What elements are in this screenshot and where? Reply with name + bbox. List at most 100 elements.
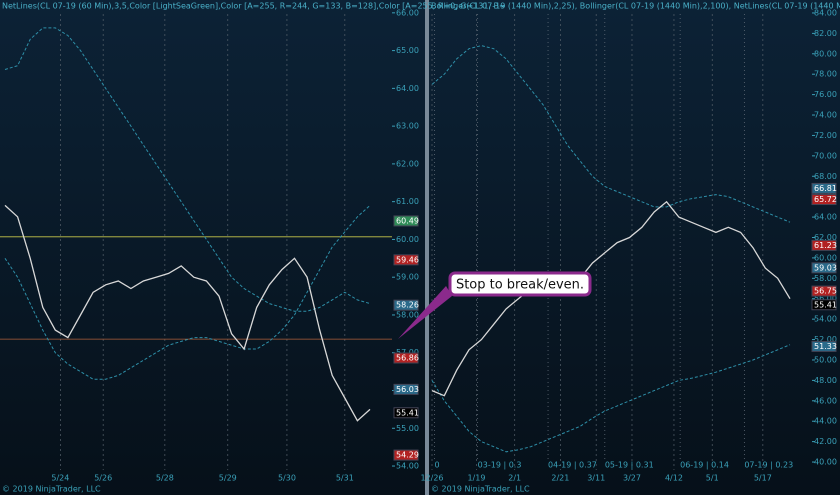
y-tick-label: 40.00 (814, 458, 837, 467)
y-tick-label: 68.00 (814, 172, 837, 181)
y-tick-label: 70.00 (814, 151, 837, 160)
rollover-label: 03-19 | 0.3 (478, 461, 522, 470)
x-tick-label: 3/11 (587, 474, 605, 483)
y-tick-label: 48.00 (814, 376, 837, 385)
panel-header: NetLines(CL 07-19 (60 Min),3,5,Color [Li… (2, 2, 506, 11)
y-tick-label: 63.00 (396, 122, 419, 131)
x-tick-label: 5/28 (156, 474, 174, 483)
y-tick-label: 55.00 (396, 424, 419, 433)
price-tag-label: 51.33 (814, 342, 837, 351)
price-tag-label: 58.26 (396, 301, 419, 310)
price-line (4, 204, 371, 422)
y-tick-label: 82.00 (814, 29, 837, 38)
callout-text: Stop to break/even. (456, 278, 584, 293)
price-tag-label: 59.03 (814, 263, 837, 272)
y-tick-label: 74.00 (814, 111, 837, 120)
y-tick-label: 65.00 (396, 46, 419, 55)
y-tick-label: 80.00 (814, 49, 837, 58)
price-tag-label: 55.41 (814, 300, 837, 309)
y-tick-label: 61.00 (396, 197, 419, 206)
x-tick-label: 2/21 (551, 474, 569, 483)
x-tick-label: 5/1 (706, 474, 719, 483)
price-tag (393, 254, 419, 266)
right-panel-bg (429, 0, 840, 495)
y-tick-label: 42.00 (814, 437, 837, 446)
y-tick-label: 50.00 (814, 355, 837, 364)
copyright: © 2019 NinjaTrader, LLC (2, 485, 101, 494)
y-tick-label: 62.00 (396, 159, 419, 168)
price-tag-label: 56.75 (814, 287, 837, 296)
x-tick-label: 5/29 (219, 474, 237, 483)
rollover-label: 0 (434, 461, 439, 470)
y-tick-label: 84.00 (814, 8, 837, 17)
price-tag-label: 65.72 (814, 195, 837, 204)
price-line (431, 200, 791, 397)
rollover-label: 05-19 | 0.31 (605, 461, 654, 470)
callout-box (448, 271, 592, 297)
price-tag-label: 60.49 (396, 216, 419, 225)
price-line (431, 344, 791, 453)
y-tick-label: 62.00 (814, 233, 837, 242)
price-tag (811, 239, 837, 251)
price-line (4, 27, 371, 312)
y-tick-label: 72.00 (814, 131, 837, 140)
x-tick-label: 5/17 (754, 474, 772, 483)
price-tag-label: 56.86 (396, 354, 419, 363)
price-tag (393, 383, 419, 395)
x-tick-label: 5/31 (336, 474, 354, 483)
price-tag-label: 66.81 (814, 184, 837, 193)
panel-header: Bollinger(CL 07-19 (1440 Min),2,25), Bol… (431, 2, 840, 11)
price-tag-label: 61.23 (814, 241, 837, 250)
price-tag-label: 54.29 (396, 451, 419, 460)
y-tick-label: 58.00 (396, 310, 419, 319)
price-tag (393, 215, 419, 227)
y-tick-label: 44.00 (814, 417, 837, 426)
y-tick-label: 66.00 (396, 8, 419, 17)
x-tick-label: 12/26 (420, 474, 443, 483)
y-tick-label: 60.00 (814, 253, 837, 262)
x-tick-label: 3/27 (623, 474, 641, 483)
rollover-label: 04-19 | 0.37 (548, 461, 597, 470)
copyright: © 2019 NinjaTrader, LLC (431, 485, 530, 494)
price-tag (393, 407, 419, 419)
y-tick-label: 60.00 (396, 235, 419, 244)
y-tick-label: 52.00 (814, 335, 837, 344)
x-tick-label: 5/30 (278, 474, 296, 483)
x-tick-label: 1/19 (467, 474, 485, 483)
x-tick-label: 2/1 (508, 474, 521, 483)
panel-divider (425, 0, 429, 495)
y-tick-label: 46.00 (814, 396, 837, 405)
x-tick-label: 5/24 (51, 474, 69, 483)
callout: Stop to break/even. (398, 271, 592, 339)
price-tag (811, 194, 837, 206)
y-tick-label: 64.00 (814, 213, 837, 222)
y-tick-label: 54.00 (396, 462, 419, 471)
y-tick-label: 58.00 (814, 274, 837, 283)
price-tag (811, 340, 837, 352)
price-tag-label: 55.41 (396, 408, 419, 417)
y-tick-label: 78.00 (814, 70, 837, 79)
left-panel-bg (0, 0, 425, 495)
price-tag (811, 299, 837, 311)
price-tag (393, 299, 419, 311)
y-tick-label: 59.00 (396, 273, 419, 282)
x-tick-label: 5/26 (94, 474, 112, 483)
price-tag (811, 262, 837, 274)
price-tag-label: 59.46 (396, 255, 419, 264)
price-tag (811, 182, 837, 194)
callout-arrow (398, 286, 452, 339)
price-tag (393, 352, 419, 364)
rollover-label: 07-19 | 0.23 (744, 461, 793, 470)
rollover-label: 06-19 | 0.14 (680, 461, 729, 470)
price-tag (811, 285, 837, 297)
y-tick-label: 64.00 (396, 84, 419, 93)
price-tag (393, 449, 419, 461)
y-tick-label: 54.00 (814, 315, 837, 324)
y-tick-label: 76.00 (814, 90, 837, 99)
x-tick-label: 4/12 (665, 474, 683, 483)
price-line (431, 45, 791, 223)
y-tick-label: 56.00 (814, 294, 837, 303)
